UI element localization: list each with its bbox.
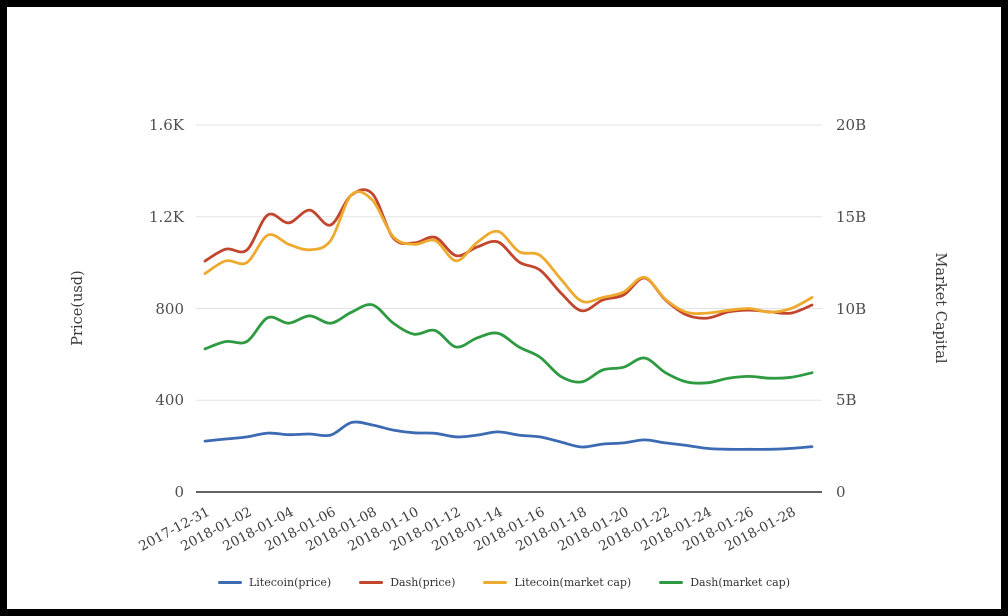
y-left-tick-1600: 1.6K (148, 116, 184, 134)
y-axis-title-market-cap: Market Capital (932, 252, 948, 364)
series-line-dash-market-cap[interactable] (203, 303, 814, 385)
y-left-tick-800: 800 (155, 300, 184, 318)
legend-label-litecoin-market-cap: Litecoin(market cap) (514, 576, 632, 589)
legend-swatch-litecoin-market-cap (483, 581, 508, 584)
y-right-tick-0: 0 (836, 483, 846, 501)
series-line-litecoin-market-cap[interactable] (203, 190, 814, 316)
legend-swatch-dash-price (359, 581, 384, 584)
y-right-tick-5b: 5B (836, 391, 857, 409)
legend-item-dash-price[interactable]: Dash(price) (359, 576, 455, 589)
legend-label-dash-market-cap: Dash(market cap) (690, 576, 791, 589)
legend-item-litecoin-price[interactable]: Litecoin(price) (217, 576, 332, 589)
series-line-litecoin-price[interactable] (203, 420, 814, 451)
y-right-tick-20b: 20B (836, 116, 867, 134)
y-axis-title-price: Price(usd) (70, 270, 86, 346)
legend-label-litecoin-price: Litecoin(price) (248, 576, 332, 589)
y-right-tick-10b: 10B (836, 300, 867, 318)
y-right-tick-15b: 15B (836, 208, 867, 226)
legend: Litecoin(price) Dash(price) Litecoin(mar… (0, 576, 1008, 589)
legend-label-dash-price: Dash(price) (390, 576, 456, 589)
legend-item-litecoin-market-cap[interactable]: Litecoin(market cap) (483, 576, 631, 589)
legend-swatch-litecoin-price (217, 581, 242, 584)
y-left-tick-1200: 1.2K (148, 208, 184, 226)
legend-swatch-dash-market-cap (659, 581, 684, 584)
y-left-tick-400: 400 (155, 391, 184, 409)
legend-item-dash-market-cap[interactable]: Dash(market cap) (659, 576, 790, 589)
series-line-dash-price[interactable] (203, 188, 814, 320)
y-left-tick-0: 0 (174, 483, 184, 501)
